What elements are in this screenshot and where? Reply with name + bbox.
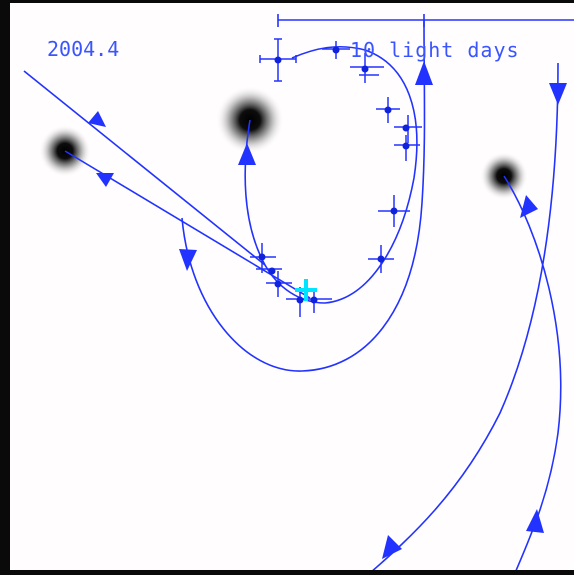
data-point	[268, 267, 276, 275]
data-point	[377, 255, 385, 263]
scale-bar-label: 10 light days	[350, 38, 520, 62]
data-point	[310, 296, 318, 304]
direction-arrow	[88, 111, 106, 127]
current-position-cross	[295, 279, 317, 301]
orbit-path-right-star-a	[503, 175, 562, 570]
orbit-path-lower-loop	[181, 19, 426, 372]
data-point-error-bar	[250, 243, 282, 273]
data-point	[274, 280, 282, 288]
data-point-error-bar	[394, 115, 422, 161]
orbit-path-right-star-b	[372, 62, 559, 570]
data-point	[384, 106, 392, 114]
data-point	[361, 65, 369, 73]
orbit-path-upper-star	[244, 45, 418, 304]
data-point	[402, 124, 410, 132]
direction-arrow	[549, 83, 567, 105]
epoch-label: 2004.4	[47, 37, 120, 61]
direction-arrow	[96, 173, 114, 187]
data-point	[258, 253, 266, 261]
direction-arrow	[520, 195, 538, 218]
data-point	[332, 46, 340, 54]
orbit-path-left-star	[23, 70, 266, 266]
direction-arrow	[238, 143, 256, 165]
data-point	[296, 296, 304, 304]
scale-bar	[277, 14, 574, 27]
data-point	[274, 56, 282, 64]
direction-arrow	[179, 249, 197, 271]
direction-arrow	[526, 509, 544, 533]
direction-arrow	[415, 61, 433, 85]
direction-arrow	[382, 535, 402, 559]
orbit-diagram	[23, 14, 574, 570]
data-point	[402, 142, 410, 150]
data-point	[390, 207, 398, 215]
